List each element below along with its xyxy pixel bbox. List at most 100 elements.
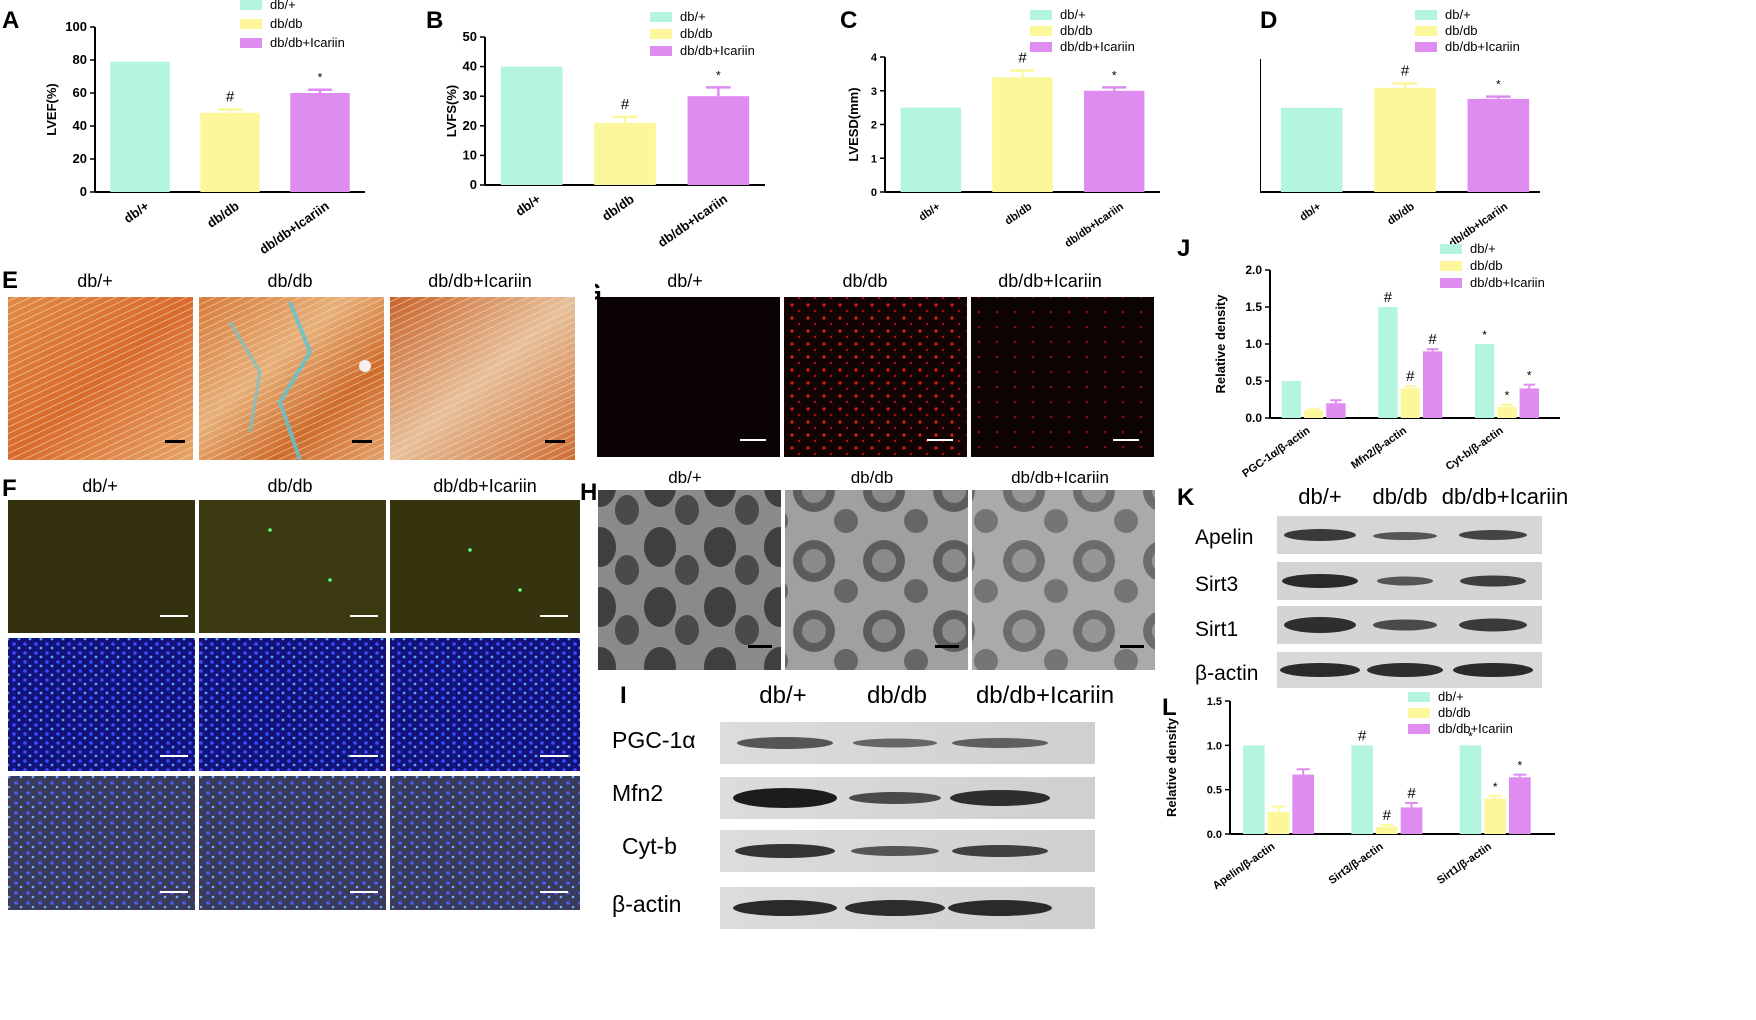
y-tick-label: 0 <box>470 177 477 192</box>
tunel-row-green <box>8 500 580 633</box>
panel-h: H db/+ db/db db/db+Icariin <box>580 465 1180 675</box>
bar <box>1400 807 1423 834</box>
legend-label: db/db <box>1445 23 1478 38</box>
legend-label: db/+ <box>1470 241 1496 256</box>
blot-k-label-bactin: β-actin <box>1195 662 1258 685</box>
significance-mark: * <box>1517 759 1522 773</box>
legend-label: db/+ <box>270 0 296 12</box>
y-tick-label: 20 <box>73 151 87 166</box>
chart-group-d: D0246LVEDD(mm)db/+db/dbdb/db+Icariindb/+… <box>1260 7 1540 250</box>
significance-mark: # <box>1406 368 1415 385</box>
significance-mark: * <box>1482 328 1487 342</box>
category-label: Sirt3/β-actin <box>1327 840 1386 886</box>
category-label: db/db+Icariin <box>1063 200 1126 249</box>
panel-h-header-dbplus: db/+ <box>668 468 702 487</box>
panel-f-header-dbdb: db/db <box>267 476 312 496</box>
y-tick-label: 30 <box>463 88 477 103</box>
legend-swatch <box>650 46 672 56</box>
bar <box>1497 406 1517 418</box>
chart-lvfs: B 0 10 20 30 40 50 LVFS(%) db/+ db/db db/db+Icarii… <box>426 7 765 250</box>
legend-label: db/+ <box>1060 7 1086 22</box>
bar <box>1378 307 1398 418</box>
y-tick-label: 40 <box>463 59 477 74</box>
y-tick-label: 60 <box>73 85 87 100</box>
tunel-scale-bars <box>160 615 568 893</box>
y-tick-label: 0.5 <box>1245 374 1262 388</box>
significance-mark: * <box>716 68 721 82</box>
bar <box>594 122 656 185</box>
bar <box>1376 826 1398 834</box>
chart-relative-density-l: L 0.0 0.5 1.0 1.5 Relative density db/+db/dbdb… <box>1162 689 1555 892</box>
y-tick-label: 0 <box>80 184 87 199</box>
category-label: db/db <box>204 198 242 231</box>
panel-i: I db/+ db/db db/db+Icariin PGC-1α Mfn2 C… <box>600 680 1200 1015</box>
panel-k-header-dbplus: db/+ <box>1298 484 1341 509</box>
significance-mark: # <box>1401 62 1410 79</box>
category-label: Apelin/β-actin <box>1211 840 1278 892</box>
bar <box>1484 798 1506 834</box>
ros-image-dbplus <box>597 297 780 457</box>
panel-k-header-dbdb: db/db <box>1372 484 1427 509</box>
panel-e-header-dbplus: db/+ <box>77 271 113 291</box>
panel-h-header-icariin: db/db+Icariin <box>1011 468 1109 487</box>
y-tick-label: 1.5 <box>1207 696 1222 708</box>
panel-k-letter: K <box>1177 484 1195 511</box>
category-label: db/db+Icariin <box>655 191 730 250</box>
legend-swatch <box>1415 26 1437 36</box>
panel-letter: J <box>1177 238 1190 262</box>
y-tick-label: 10 <box>463 147 477 162</box>
bar <box>1459 745 1482 834</box>
panel-letter: A <box>2 7 19 34</box>
y-axis-label: LVEF(%) <box>44 83 59 135</box>
blot-i-label-bactin: β-actin <box>612 891 681 917</box>
panel-e: E db/+ db/db db/db+Icariin <box>0 262 580 462</box>
tem-image-dbplus <box>598 490 781 670</box>
significance-mark: # <box>226 89 235 106</box>
category-label: db/db+Icariin <box>257 198 332 255</box>
significance-mark: # <box>621 96 630 113</box>
category-label: db/+ <box>1298 201 1324 224</box>
blot-k-label-apelin: Apelin <box>1195 526 1253 549</box>
legend-swatch <box>1440 261 1462 271</box>
panel-e-header-dbdb: db/db <box>267 271 312 291</box>
panel-i-header-dbdb: db/db <box>867 682 927 709</box>
y-tick-label: 1.0 <box>1245 337 1262 351</box>
masson-image-dbplus <box>8 297 193 460</box>
y-tick-label: 1.5 <box>1245 300 1262 314</box>
y-tick-label: 50 <box>463 29 477 44</box>
significance-mark: # <box>1358 727 1367 744</box>
chart-lvedd: D0246LVEDD(mm)db/+db/dbdb/db+Icariindb/+… <box>1260 7 1540 250</box>
y-axis-label: Relative density <box>1164 717 1179 817</box>
panel-g-header-dbplus: db/+ <box>667 271 703 291</box>
panel-letter: D <box>1260 7 1277 34</box>
tem-image-dbdb <box>785 490 968 670</box>
tem-image-icariin <box>972 490 1155 670</box>
panel-g: G db/+ db/db db/db+Icariin <box>583 262 1170 460</box>
category-label: Cyt-b/β-actin <box>1444 424 1506 473</box>
blot-k-label-sirt1: Sirt1 <box>1195 618 1238 641</box>
legend-label: db/db+Icariin <box>270 35 345 50</box>
masson-image-dbdb <box>199 297 384 461</box>
blot-k-membranes <box>1277 516 1542 688</box>
blot-i-label-pgc1a: PGC-1α <box>612 727 696 753</box>
legend-label: db/db <box>1438 705 1471 720</box>
legend-swatch <box>650 29 672 39</box>
bar <box>1243 745 1265 834</box>
category-label: db/+ <box>917 201 943 224</box>
y-tick-label: 0.0 <box>1245 411 1262 425</box>
bar <box>1509 777 1531 834</box>
legend-label: db/+ <box>1438 689 1464 704</box>
legend-label: db/db+Icariin <box>680 43 755 58</box>
bar <box>1374 87 1436 192</box>
legend-label: db/+ <box>680 9 706 24</box>
bar <box>900 107 962 192</box>
chart-lvesd: C01234LVESD(mm)db/+db/dbdb/db+Icariindb/… <box>840 7 1160 250</box>
legend-swatch <box>1408 692 1430 702</box>
panel-letter: L <box>1162 694 1177 721</box>
panel-i-header-icariin: db/db+Icariin <box>976 682 1114 709</box>
significance-mark: * <box>1468 729 1473 743</box>
significance-mark: * <box>1527 369 1532 383</box>
y-axis-label: Relative density <box>1213 294 1228 394</box>
chart-lvef: A 0 20 40 60 80 100 LVEF(%) db/+ db/db db/db+Icari… <box>2 0 365 255</box>
category-label: db/+ <box>513 191 544 219</box>
